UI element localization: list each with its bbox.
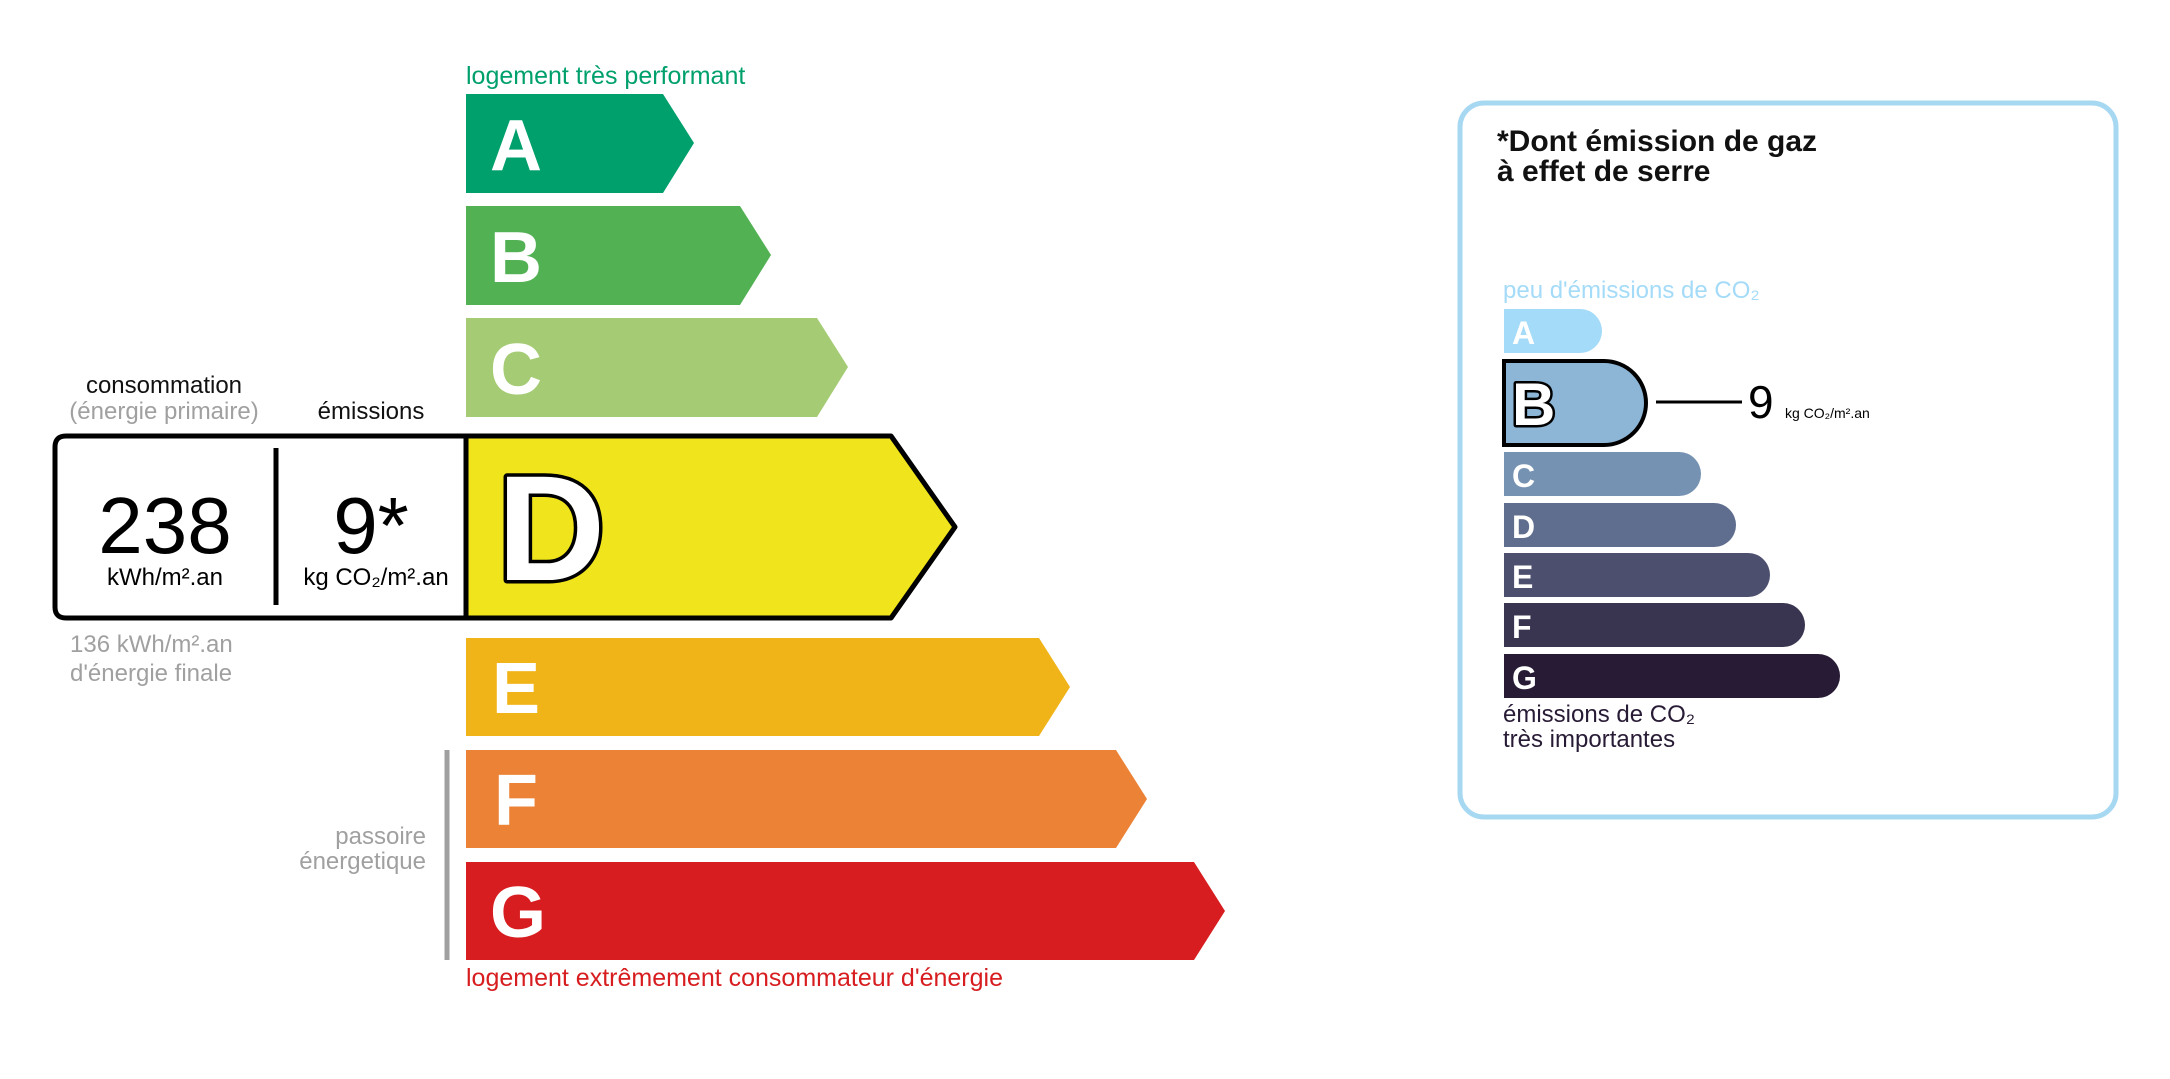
ges-class-e: E <box>1504 553 1770 597</box>
energy-class-c: C <box>466 318 848 417</box>
ges-letter-d: D <box>1512 509 1535 545</box>
final-energy-line1: 136 kWh/m².an <box>70 631 233 658</box>
energy-letter-c: C <box>490 330 542 410</box>
energy-bar-e <box>466 638 1070 736</box>
ges-letter-b: B <box>1512 371 1555 438</box>
value-box <box>52 433 469 621</box>
ges-class-b-current: B 9 kg CO₂/m².an <box>1502 359 1870 447</box>
consumption-label: consommation <box>86 372 242 399</box>
ges-bar-b <box>1502 359 1648 447</box>
emissions-label: émissions <box>318 398 425 425</box>
ges-class-f: F <box>1504 603 1805 647</box>
ges-bar-a <box>1504 309 1602 353</box>
energy-letter-d: D <box>497 444 605 612</box>
energy-letter-g: G <box>490 873 546 953</box>
ges-letter-g: G <box>1512 660 1537 696</box>
energy-class-d-current: D 238 kWh/m².an 9* kg CO₂/m².an <box>52 433 958 621</box>
ges-bar-d <box>1504 503 1736 547</box>
ges-bar-f <box>1504 603 1805 647</box>
emissions-value: 9* <box>333 481 409 570</box>
ges-top-label: peu d'émissions de CO₂ <box>1503 277 1760 304</box>
passoire-line2: énergetique <box>299 848 426 875</box>
ges-letter-a: A <box>1512 315 1535 351</box>
energy-class-b: B <box>466 206 771 305</box>
ges-bar-c <box>1504 452 1701 496</box>
energy-bar-d <box>463 433 958 621</box>
energy-class-e: E <box>466 638 1070 736</box>
energy-letter-f: F <box>494 761 538 841</box>
consumption-unit: kWh/m².an <box>107 564 223 591</box>
energy-bar-f <box>466 750 1147 848</box>
energy-letter-e: E <box>492 649 540 729</box>
energy-class-f: F <box>466 750 1147 848</box>
ges-panel: *Dont émission de gaz à effet de serre p… <box>1457 100 2119 820</box>
ges-letter-f: F <box>1512 609 1532 645</box>
ges-class-c: C <box>1504 452 1701 496</box>
energy-top-label: logement très performant <box>466 62 745 90</box>
energy-class-a: A <box>466 94 694 193</box>
energy-bottom-label: logement extrêmement consommateur d'éner… <box>466 964 1003 992</box>
ges-bar-g <box>1504 654 1840 698</box>
consumption-value: 238 <box>98 481 231 570</box>
ges-bottom-label-line2: très importantes <box>1503 726 1675 753</box>
ges-bar-e <box>1504 553 1770 597</box>
energy-bar-b <box>466 206 771 305</box>
emissions-unit: kg CO₂/m².an <box>303 564 448 591</box>
energy-letter-a: A <box>490 106 542 186</box>
energy-class-g: G <box>466 862 1225 960</box>
ges-unit: kg CO₂/m².an <box>1785 405 1870 421</box>
energy-bar-a <box>466 94 694 193</box>
ges-letter-e: E <box>1512 559 1533 595</box>
ges-class-d: D <box>1504 503 1736 547</box>
ges-class-a: A <box>1504 309 1602 353</box>
ges-value: 9 <box>1748 376 1774 428</box>
energy-bar-c <box>466 318 848 417</box>
energy-bar-g <box>466 862 1225 960</box>
ges-class-g: G <box>1504 654 1840 698</box>
ges-letter-c: C <box>1512 458 1535 494</box>
passoire-line1: passoire <box>335 823 426 850</box>
ges-title-line1: *Dont émission de gaz <box>1497 125 1817 158</box>
ges-title-line2: à effet de serre <box>1497 155 1710 188</box>
consumption-sublabel: (énergie primaire) <box>69 398 258 425</box>
final-energy-line2: d'énergie finale <box>70 660 232 687</box>
ges-bottom-label-line1: émissions de CO₂ <box>1503 701 1695 728</box>
energy-letter-b: B <box>490 218 542 298</box>
